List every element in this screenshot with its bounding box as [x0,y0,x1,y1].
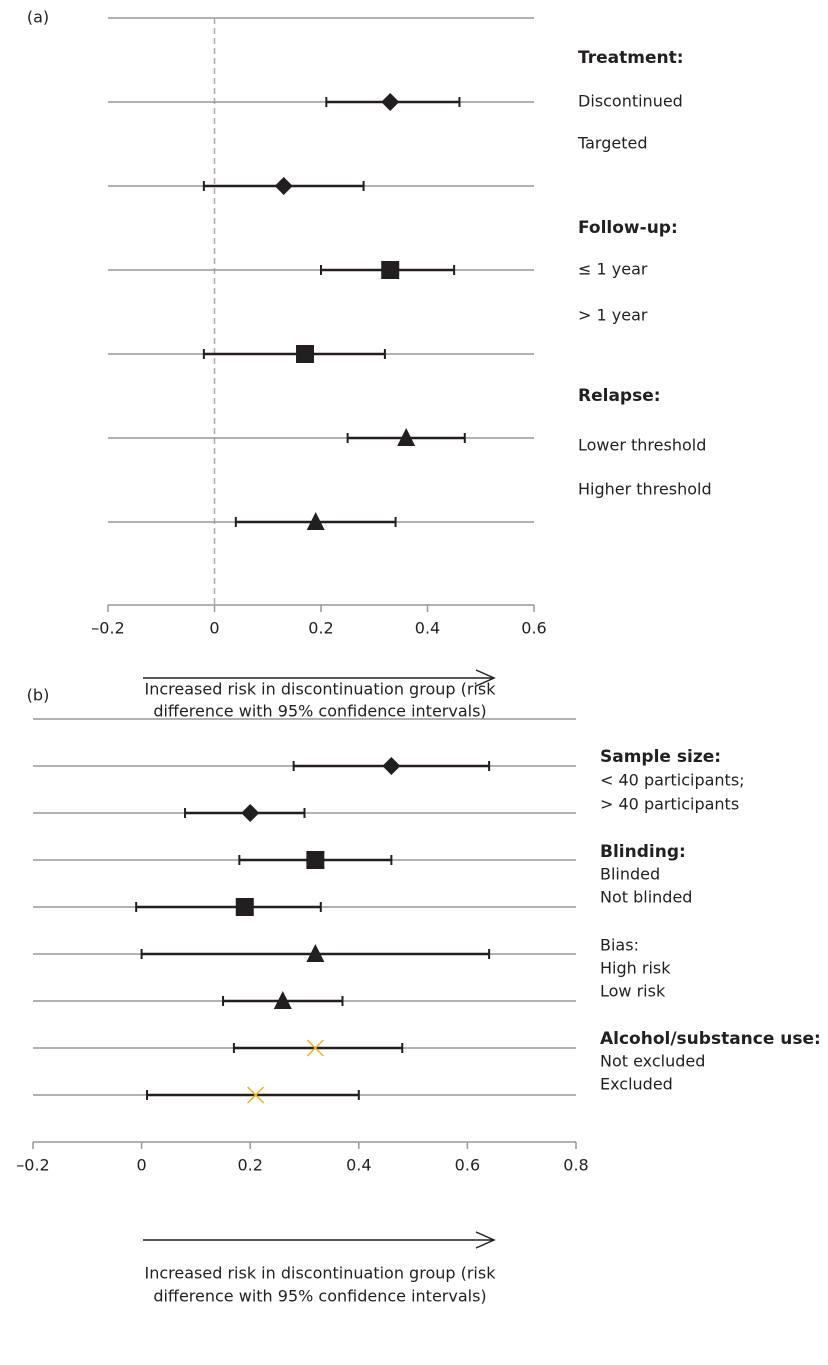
row-label: > 1 year [578,306,648,325]
x-tick-label: 0.2 [308,619,333,638]
point-marker [306,851,325,869]
point-marker [241,804,260,822]
x-tick-label: 0.6 [455,1156,480,1175]
row-label: Blinded [600,865,660,884]
x-tick-label: –0.2 [16,1156,49,1175]
panel-label: (a) [27,8,49,27]
point-marker [306,1039,324,1057]
x-tick-label: 0.4 [415,619,440,638]
x-tick-label: 0.8 [563,1156,588,1175]
group-title: Sample size: [600,747,721,767]
panel-label: (b) [27,686,50,705]
row-label: Discontinued [578,92,683,111]
group-title: Blinding: [600,842,686,862]
row-label: High risk [600,959,671,978]
x-axis-label: Increased risk in discontinuation group … [145,1264,497,1283]
point-marker [381,261,400,279]
row-label: Lower threshold [578,436,706,455]
point-marker [274,177,293,195]
x-tick-label: –0.2 [91,619,124,638]
point-marker [397,428,416,446]
row-label: > 40 participants [600,795,739,814]
x-axis-label: difference with 95% confidence intervals… [153,1287,486,1306]
x-tick-label: 0.4 [346,1156,371,1175]
point-marker [247,1086,265,1104]
group-title: Relapse: [578,386,661,406]
row-label: Not blinded [600,888,692,907]
row-label: < 40 participants; [600,771,745,790]
point-marker [235,898,254,916]
point-marker [306,944,325,962]
group-title: Alcohol/substance use: [600,1029,821,1049]
x-tick-label: 0 [209,619,219,638]
point-marker [382,757,401,775]
x-tick-label: 0 [137,1156,147,1175]
group-title: Follow-up: [578,218,678,238]
row-label: Excluded [600,1075,673,1094]
point-marker [273,991,292,1009]
group-title: Bias: [600,936,639,955]
x-axis-label: Increased risk in discontinuation group … [145,680,497,699]
point-marker [296,345,315,363]
x-tick-label: 0.2 [237,1156,262,1175]
row-label: ≤ 1 year [578,260,648,279]
row-label: Low risk [600,982,666,1001]
row-label: Not excluded [600,1052,705,1071]
point-marker [306,512,325,530]
x-axis-label: difference with 95% confidence intervals… [153,702,486,721]
row-label: Higher threshold [578,480,712,499]
group-title: Treatment: [578,48,684,68]
row-label: Targeted [577,134,648,153]
x-tick-label: 0.6 [521,619,546,638]
point-marker [381,93,400,111]
